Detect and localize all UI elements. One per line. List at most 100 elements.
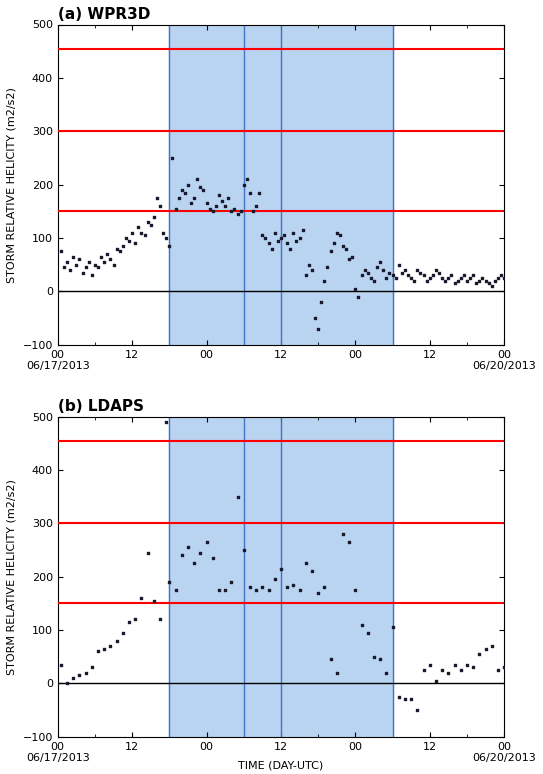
Point [332,666,341,679]
Point [397,266,406,279]
Point [357,618,366,631]
Point [475,648,484,660]
Point [162,416,171,428]
Point [202,536,211,548]
Point [385,266,394,279]
Point [283,581,292,594]
Point [149,211,158,223]
Point [270,227,279,239]
Point [376,255,384,268]
Point [261,231,270,244]
Point [224,192,232,204]
Point [91,259,99,271]
Point [258,229,267,241]
Point [78,266,87,279]
Point [128,227,136,239]
Point [233,491,242,503]
Point [239,179,248,191]
Point [345,253,353,265]
Point [245,581,254,594]
Point [376,653,384,666]
Point [125,235,134,247]
Point [184,179,192,191]
Point [472,277,481,289]
Point [438,272,446,284]
Point [336,229,344,241]
Point [178,549,186,561]
Bar [169,416,281,737]
Point [444,272,453,284]
Point [320,581,329,594]
Point [481,275,490,287]
Point [326,653,335,666]
Point [72,259,81,271]
Point [339,528,348,540]
Point [441,275,450,287]
Point [109,259,118,271]
Point [289,578,298,591]
Point [221,200,230,212]
Point [190,557,199,570]
Point [168,152,177,164]
Point [62,255,71,268]
Point [112,635,121,647]
Point [490,275,499,287]
Point [171,203,180,215]
Point [122,231,130,244]
Point [81,261,90,273]
Point [422,275,431,287]
Point [264,237,273,249]
Point [221,584,230,596]
Point [165,576,174,588]
Point [457,272,465,284]
Point [69,251,78,263]
Point [382,666,391,679]
Point [118,240,127,252]
Point [354,290,363,303]
Point [171,584,180,596]
Point [214,189,223,201]
Point [212,200,220,212]
Point [308,264,317,276]
Point [484,277,493,289]
Point [147,218,155,231]
Point [252,200,261,212]
Point [475,275,484,287]
Point [125,616,134,628]
Point [162,231,171,244]
Point [56,659,65,671]
Point [233,207,242,220]
Point [100,642,109,655]
Point [413,704,422,716]
Point [69,672,78,684]
Point [66,264,74,276]
Point [308,565,317,577]
Point [137,592,146,604]
Point [435,266,444,279]
Point [180,187,189,199]
Point [494,664,502,676]
Point [363,266,372,279]
Point [469,269,477,282]
Point [87,661,96,673]
Point [438,664,446,676]
Point [118,626,127,639]
Point [317,296,326,308]
Point [401,694,409,706]
Point [488,280,496,293]
Point [196,181,205,194]
Point [326,245,335,258]
Point [323,261,332,273]
Point [301,269,310,282]
Point [184,541,192,553]
Point [276,231,285,244]
Point [97,251,105,263]
Point [469,661,477,673]
Point [379,264,388,276]
Point [280,229,288,241]
Text: (b) LDAPS: (b) LDAPS [58,399,144,414]
Point [407,272,415,284]
Point [457,664,465,676]
Point [174,192,183,204]
Y-axis label: STORM RELATIVE HELICITY (m2/s2): STORM RELATIVE HELICITY (m2/s2) [7,87,17,283]
